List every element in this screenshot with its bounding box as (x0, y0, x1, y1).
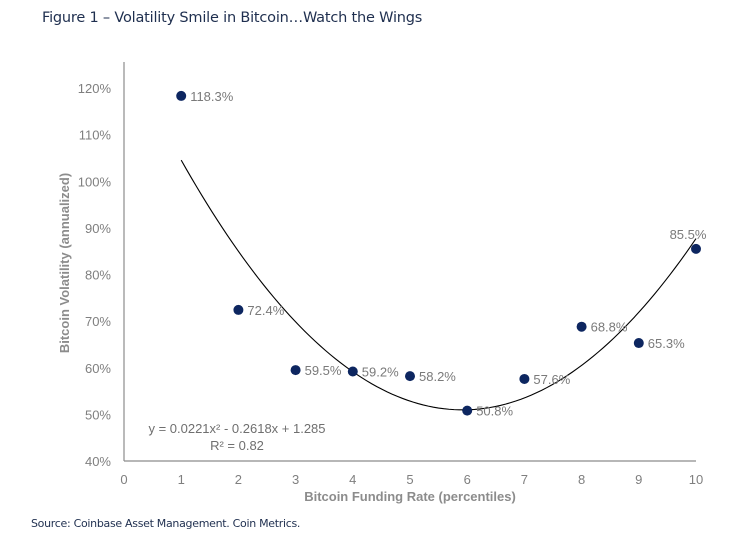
data-point (405, 371, 415, 382)
y-tick-label: 100% (78, 174, 112, 189)
y-tick-label: 60% (85, 361, 111, 376)
data-point (576, 321, 587, 332)
x-tick-labels: 0 1 2 3 4 5 6 7 8 9 10 (120, 472, 703, 487)
y-axis-title: Bitcoin Volatility (annualized) (57, 173, 72, 353)
chart-title: Figure 1 – Volatility Smile in Bitcoin…W… (42, 10, 423, 26)
y-tick-label: 90% (85, 221, 111, 236)
y-tick-label: 80% (85, 268, 111, 283)
data-label: 72.4% (247, 303, 284, 318)
data-label: 57.6% (533, 372, 570, 387)
data-label: 68.8% (591, 320, 628, 335)
trendline (180, 159, 697, 411)
x-tick-label: 9 (635, 472, 642, 487)
x-tick-label: 0 (120, 472, 127, 487)
data-points (176, 90, 701, 416)
y-tick-label: 50% (85, 407, 111, 422)
x-tick-label: 5 (406, 472, 413, 487)
data-point (347, 366, 358, 377)
x-tick-label: 6 (464, 472, 471, 487)
data-label: 50.8% (476, 404, 513, 419)
x-tick-label: 7 (521, 472, 528, 487)
x-tick-label: 4 (349, 472, 356, 487)
trendline-r2: R² = 0.82 (210, 438, 264, 453)
data-point (691, 243, 701, 254)
x-tick-label: 3 (292, 472, 299, 487)
data-label: 58.2% (419, 369, 456, 384)
x-tick-label: 2 (235, 472, 242, 487)
data-label: 65.3% (648, 336, 685, 351)
x-axis-title: Bitcoin Funding Rate (percentiles) (304, 489, 516, 504)
data-point (233, 304, 244, 315)
y-tick-label: 40% (85, 454, 111, 469)
data-point (290, 365, 301, 376)
x-tick-label: 8 (578, 472, 585, 487)
data-label: 118.3% (190, 89, 234, 104)
data-point (462, 405, 473, 416)
source-note: Source: Coinbase Asset Management. Coin … (31, 517, 301, 530)
data-point (519, 373, 530, 384)
y-tick-label: 110% (79, 128, 112, 143)
trendline-equation: y = 0.0221x² - 0.2618x + 1.285 (148, 421, 325, 436)
y-tick-label: 120% (78, 81, 112, 96)
data-label: 59.2% (362, 364, 399, 379)
data-label: 85.5% (670, 227, 707, 242)
data-labels: 118.3% 72.4% 59.5% 59.2% 58.2% 50.8% 57.6% 68.8… (190, 89, 707, 419)
y-tick-label: 70% (85, 314, 111, 329)
data-label: 59.5% (305, 363, 342, 378)
x-tick-label: 1 (178, 472, 185, 487)
data-point (633, 338, 644, 349)
x-tick-label: 10 (689, 472, 703, 487)
data-point (176, 90, 187, 101)
y-tick-labels: 40% 50% 60% 70% 80% 90% 100% 110% 120% (78, 81, 112, 469)
